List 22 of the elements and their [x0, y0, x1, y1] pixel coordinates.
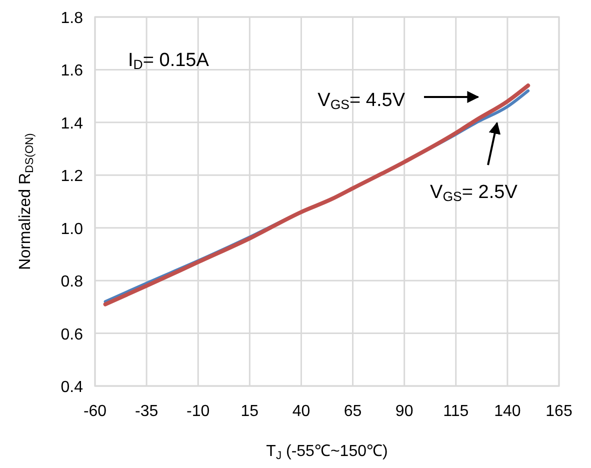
text: V$_{GS}$= 4.5V	[318, 90, 406, 112]
x-tick-label: 90	[395, 403, 414, 420]
y-tick-label: 1.4	[60, 115, 84, 132]
y-tick-label: 0.4	[60, 379, 84, 396]
y-tick-label: 1.0	[60, 220, 84, 238]
x-tick-label: 65	[344, 403, 362, 420]
y-tick-label: 1.2	[60, 168, 84, 186]
x-tick-label: -60	[83, 403, 107, 420]
y-tick-label: 1.8	[60, 10, 84, 27]
x-tick-label: 165	[546, 403, 572, 420]
y-tick-label: 0.8	[60, 274, 84, 291]
y-tick-label: 0.6	[60, 326, 84, 344]
x-tick-label: -35	[134, 403, 158, 420]
annotation: I$_{D}$= 0.15A	[128, 50, 210, 72]
x-axis-title: T$_{J}$ (-55℃~150℃)	[266, 443, 388, 462]
series-label: V$_{GS}$= 2.5V	[430, 182, 518, 204]
x-tick-label: 115	[443, 403, 469, 420]
x-tick-label: 40	[292, 403, 310, 420]
x-tick-label: 140	[494, 403, 521, 420]
x-tick-label: -10	[186, 403, 210, 420]
x-tick-label: 15	[240, 403, 259, 420]
y-tick-label: 1.6	[60, 62, 84, 80]
